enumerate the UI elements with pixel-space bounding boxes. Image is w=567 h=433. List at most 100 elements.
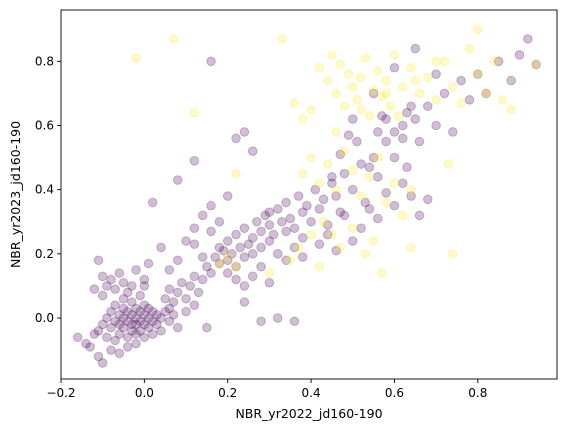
scatter-point-purple (339, 168, 350, 179)
scatter-point-yellow (343, 69, 354, 79)
scatter-point-purple (227, 249, 237, 259)
scatter-point-purple (285, 213, 296, 224)
scatter-point-purple (181, 293, 191, 304)
scatter-point-yellow (356, 104, 366, 115)
scatter-point-yellow (360, 249, 371, 259)
scatter-point-purple (118, 313, 129, 323)
scatter-point-purple (139, 319, 150, 330)
scatter-point-yellow (339, 101, 350, 112)
scatter-point-purple (448, 127, 458, 137)
scatter-point-purple (322, 220, 333, 230)
scatter-point-purple (110, 284, 120, 294)
scatter-point-purple (122, 342, 133, 352)
scatter-point-purple (202, 322, 212, 333)
scatter-point-purple (397, 133, 408, 144)
scatter-point-yellow (264, 268, 275, 278)
scatter-point-purple (231, 274, 241, 285)
scatter-point-purple (456, 75, 466, 86)
scatter-point-purple (531, 59, 541, 70)
scatter-point-purple (181, 236, 191, 246)
scatter-point-yellow (356, 191, 366, 201)
scatter-point-purple (235, 242, 246, 253)
scatter-point-purple (81, 338, 91, 349)
y-tick-label: 0.8 (35, 54, 54, 68)
scatter-point-purple (222, 236, 233, 246)
scatter-point-purple (493, 56, 504, 67)
scatter-point-yellow (214, 258, 225, 269)
scatter-point-yellow (297, 168, 308, 179)
scatter-point-purple (377, 111, 387, 121)
scatter-point-purple (414, 136, 425, 147)
y-axis-label: NBR_yr2023_jd160-190 (8, 121, 23, 268)
scatter-point-yellow (443, 159, 454, 169)
scatter-point-yellow (381, 88, 391, 99)
scatter-point-purple (381, 188, 391, 198)
scatter-point-purple (206, 56, 216, 67)
scatter-point-purple (197, 252, 208, 262)
scatter-point-purple (268, 229, 279, 240)
scatter-point-purple (327, 178, 337, 189)
scatter-point-purple (247, 233, 258, 243)
scatter-point-yellow (327, 229, 337, 240)
scatter-point-yellow (389, 178, 400, 189)
scatter-point-purple (131, 313, 141, 323)
scatter-point-purple (210, 252, 221, 262)
scatter-point-purple (139, 274, 150, 285)
x-tick-label: −0.2 (46, 386, 75, 400)
scatter-point-purple (239, 223, 250, 233)
scatter-point-purple (439, 88, 450, 99)
scatter-point-yellow (339, 146, 350, 156)
scatter-point-purple (347, 184, 358, 195)
scatter-point-yellow (406, 62, 416, 73)
scatter-point-purple (310, 184, 321, 195)
scatter-point-yellow (381, 197, 391, 208)
scatter-point-purple (431, 120, 441, 131)
scatter-point-purple (389, 200, 400, 211)
scatter-point-purple (102, 313, 112, 323)
scatter-point-yellow (481, 88, 491, 99)
scatter-point-purple (247, 146, 258, 156)
scatter-point-purple (152, 319, 162, 330)
scatter-point-purple (127, 310, 137, 320)
scatter-point-purple (239, 281, 250, 291)
scatter-point-purple (297, 207, 308, 217)
scatter-point-purple (97, 319, 108, 330)
scatter-point-yellow (314, 178, 325, 189)
scatter-point-yellow (331, 127, 341, 137)
scatter-point-purple (181, 306, 191, 317)
scatter-point-yellow (322, 75, 333, 86)
scatter-point-purple (127, 319, 137, 330)
scatter-point-purple (389, 127, 400, 137)
scatter-point-purple (306, 216, 316, 227)
scatter-point-purple (314, 204, 325, 214)
scatter-point-purple (172, 287, 183, 298)
scatter-point-purple (131, 319, 141, 330)
scatter-point-purple (97, 358, 108, 368)
scatter-point-yellow (410, 75, 421, 86)
scatter-point-purple (168, 310, 179, 320)
scatter-point-yellow (168, 34, 179, 44)
scatter-point-purple (189, 239, 200, 250)
scatter-point-purple (160, 306, 170, 317)
scatter-point-purple (197, 274, 208, 285)
scatter-point-purple (481, 88, 491, 99)
scatter-point-yellow (222, 252, 233, 262)
scatter-point-yellow (318, 216, 329, 227)
scatter-point-purple (335, 149, 346, 160)
scatter-point-purple (297, 233, 308, 243)
scatter-point-purple (89, 329, 100, 339)
scatter-point-purple (114, 329, 125, 339)
scatter-point-purple (314, 239, 325, 250)
scatter-point-purple (410, 114, 421, 124)
scatter-point-purple (164, 265, 175, 275)
scatter-point-purple (289, 223, 300, 233)
scatter-point-purple (264, 220, 275, 230)
scatter-point-yellow (377, 91, 387, 102)
scatter-point-purple (410, 43, 421, 54)
scatter-point-purple (206, 200, 216, 211)
scatter-point-purple (260, 210, 271, 221)
scatter-point-purple (389, 62, 400, 73)
x-axis-label: NBR_yr2022_jd160-190 (235, 406, 382, 421)
scatter-point-purple (106, 345, 116, 355)
scatter-point-purple (156, 242, 166, 253)
